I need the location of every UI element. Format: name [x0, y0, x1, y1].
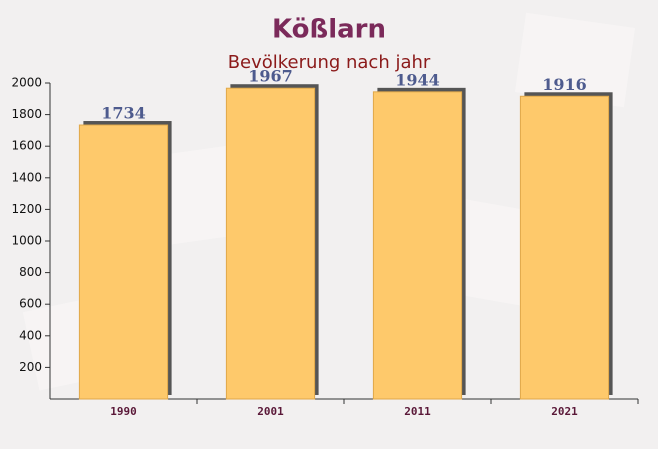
bar — [372, 91, 463, 400]
value-label: 1916 — [542, 75, 587, 94]
value-label: 1967 — [248, 67, 293, 86]
bar — [519, 95, 610, 400]
bar — [225, 87, 316, 400]
y-tick-label: 1800 — [11, 107, 42, 121]
value-label: 1944 — [395, 70, 440, 89]
y-tick-label: 800 — [19, 265, 42, 279]
x-tick-label: 2001 — [257, 405, 284, 418]
y-tick-label: 600 — [19, 297, 42, 311]
chart-title: Kößlarn — [272, 15, 386, 45]
x-tick-label: 2011 — [404, 405, 431, 418]
value-label: 1734 — [101, 104, 146, 123]
y-tick-label: 400 — [19, 328, 42, 342]
y-tick-label: 1200 — [11, 202, 42, 216]
y-tick-label: 1400 — [11, 170, 42, 184]
y-tick-label: 2000 — [11, 76, 42, 90]
chart-subtitle: Bevölkerung nach jahr — [228, 52, 431, 73]
y-tick-label: 1600 — [11, 139, 42, 153]
y-tick-label: 200 — [19, 360, 42, 374]
x-tick-label: 2021 — [551, 405, 578, 418]
x-tick-label: 1990 — [110, 405, 137, 418]
bar — [78, 124, 169, 400]
y-tick-label: 1000 — [11, 234, 42, 248]
